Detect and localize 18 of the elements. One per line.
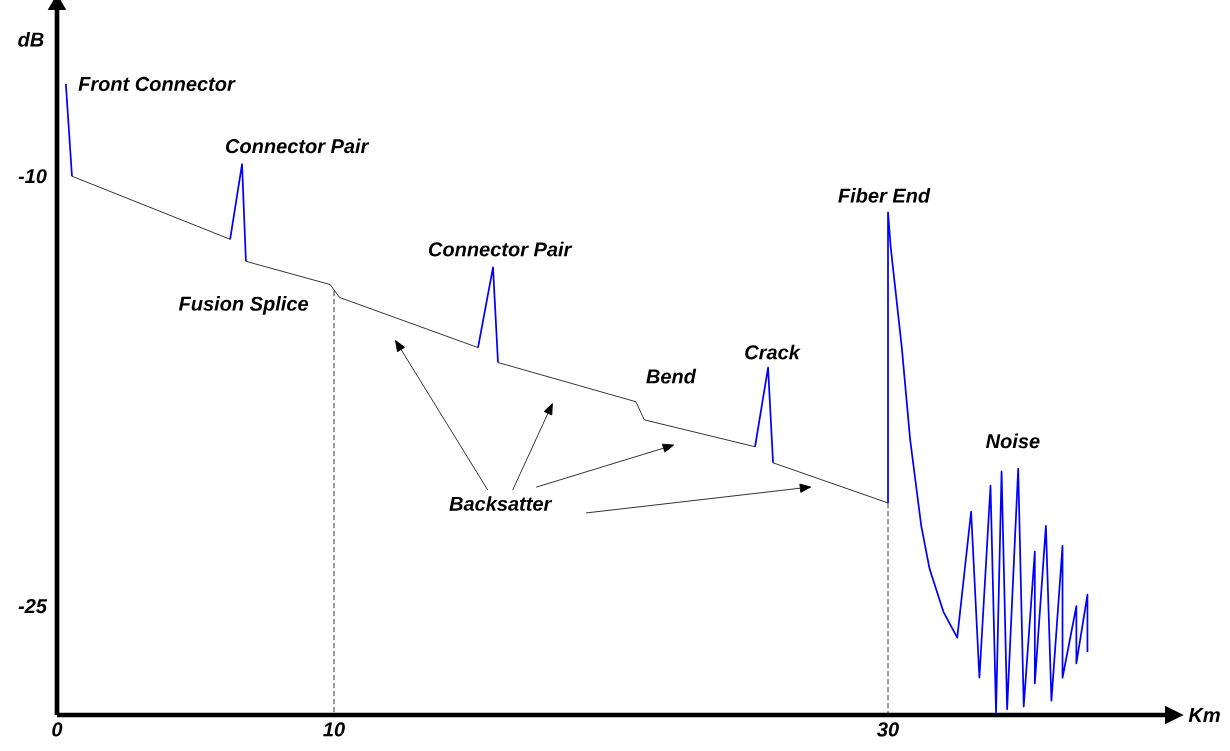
y-tick-label: -25 [18, 599, 48, 614]
x-axis-title: Km [1188, 708, 1220, 722]
annotation: Fusion Splice [178, 296, 309, 315]
annotation: Bend [646, 368, 697, 384]
x-tick-label: 10 [323, 722, 345, 737]
annotation: Crack [745, 344, 801, 360]
y-axis-title: dB [18, 31, 44, 47]
annotation: Backsatter [449, 496, 553, 511]
line-series [497, 362, 756, 448]
annotation: Connector Pair [226, 138, 370, 154]
annotation: Fiber End [838, 188, 931, 203]
annotation: Noise [985, 433, 1040, 449]
line-series [887, 211, 1089, 713]
annotation: Connector Pair [428, 241, 573, 257]
y-tick-label: -10 [18, 169, 47, 184]
x-tick-label: 30 [877, 722, 899, 737]
x-tick-label: 0 [52, 722, 63, 737]
annotation: Front Connector [78, 76, 236, 92]
